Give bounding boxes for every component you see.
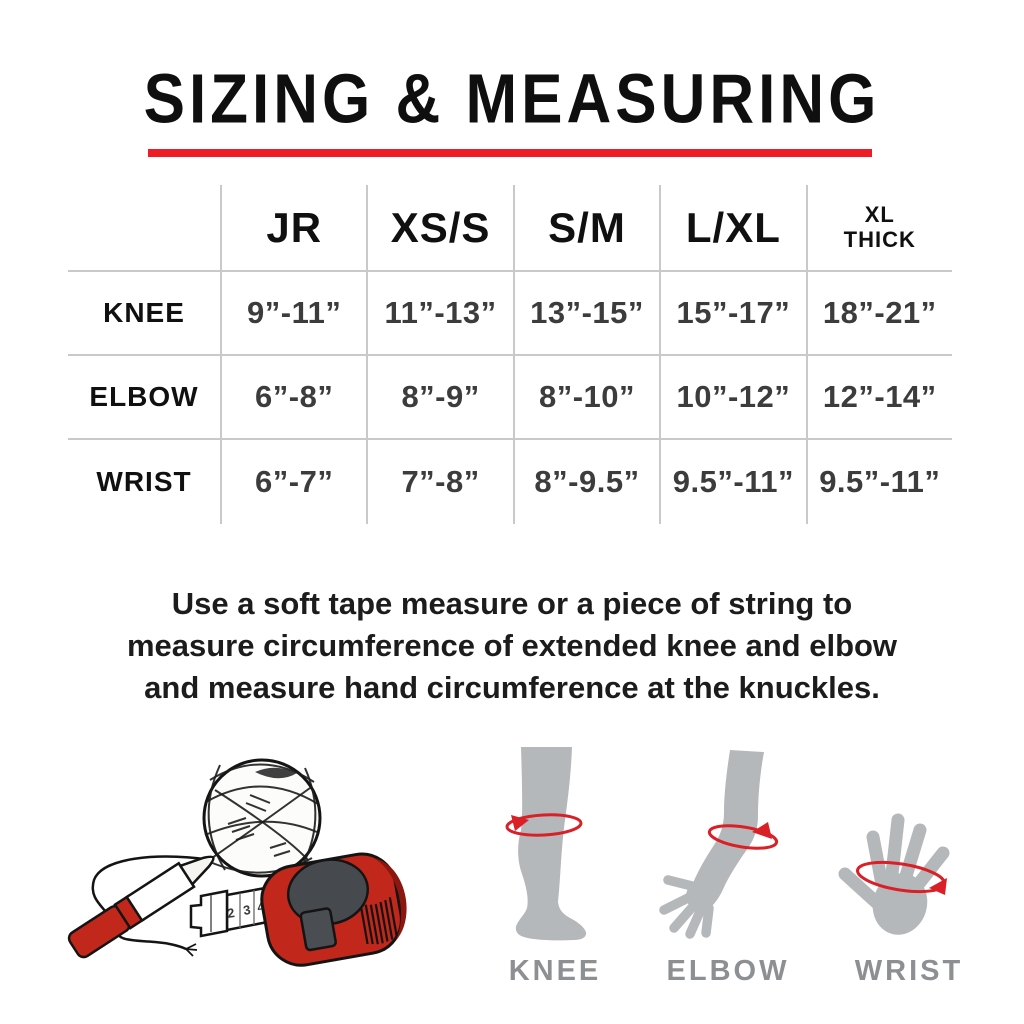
marker-pen-icon [67,855,215,959]
twine-ball-icon [202,758,322,878]
knee-measure-loop-icon [505,813,583,837]
wrist-lxl-value: 9.5”-11” [659,440,805,524]
instructions-line-1: Use a soft tape measure or a piece of st… [171,586,853,621]
measuring-tools-figure: 2 3 4 [60,740,442,990]
elbow-caption: ELBOW [666,955,790,987]
elbow-sm-value: 8”-10” [512,356,660,440]
column-header-xl-line2: THICK [843,226,916,252]
elbow-jr-value: 6”-8” [220,356,367,440]
row-label-knee: KNEE [68,272,220,356]
wrist-sm-value: 8”-9.5” [512,440,659,524]
knee-illustration [505,747,587,941]
tape-number-3: 3 [242,902,251,918]
elbow-figure: ELBOW [648,736,808,988]
knee-lxl-value: 15”-17” [659,272,806,356]
knee-jr-value: 9”-11” [220,272,367,356]
elbow-xss-value: 8”-9” [366,356,513,440]
row-label-wrist: WRIST [96,466,192,497]
measuring-instructions: Use a soft tape measure or a piece of st… [0,583,1024,709]
knee-sm-value: 13”-15” [512,272,660,356]
column-header-xl-line1: XL [864,202,895,228]
knee-caption: KNEE [508,955,602,987]
wrist-xlthick-value: 9.5”-11” [805,440,952,524]
wrist-xss-value: 7”-8” [366,440,512,524]
hand-fingers-icon [838,813,950,911]
table-corner-cell [68,185,220,272]
title-underline [148,149,872,157]
column-header-s-m: S/M [512,185,660,272]
wrist-measure-loop-icon [855,860,947,895]
elbow-illustration [659,750,779,939]
wrist-illustration [838,813,950,935]
arm-silhouette-icon [687,750,764,912]
row-label-elbow: ELBOW [68,356,220,440]
size-chart-table: JR XS/S S/M L/XL XL THICK KNEE 9”-11” 11… [68,185,952,524]
instructions-line-3: and measure hand circumference at the kn… [144,670,880,705]
column-header-jr: JR [220,185,367,272]
tape-measure-icon: 2 3 4 [189,852,407,967]
elbow-measure-loop-icon [707,822,779,850]
wrist-jr-value: 6”-7” [220,440,366,524]
page-title: SIZING & MEASURING [143,60,881,139]
column-header-l-xl: L/XL [659,185,806,272]
column-header-xs-s: XS/S [366,185,513,272]
wrist-figure: WRIST [823,736,995,988]
tape-number-2: 2 [226,905,235,921]
instructions-line-2: measure circumference of extended knee a… [126,628,898,663]
knee-figure: KNEE [475,736,635,988]
knee-xss-value: 11”-13” [366,272,513,356]
leg-silhouette-icon [515,747,587,941]
elbow-lxl-value: 10”-12” [659,356,806,440]
wrist-caption: WRIST [854,955,964,987]
elbow-xlthick-value: 12”-14” [805,356,952,440]
string-ball-tape-measure-illustration: 2 3 4 [67,758,407,967]
column-header-xl-thick: XL THICK [805,185,952,272]
fingers-icon [659,875,714,939]
knee-xlthick-value: 18”-21” [805,272,952,356]
